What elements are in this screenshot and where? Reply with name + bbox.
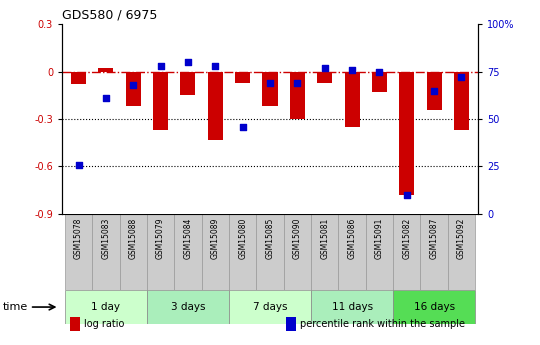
Bar bbox=[339, 214, 366, 290]
Bar bbox=[229, 214, 256, 290]
Bar bbox=[256, 214, 284, 290]
Text: GSM15078: GSM15078 bbox=[74, 218, 83, 259]
Bar bbox=[421, 214, 448, 290]
Bar bbox=[345, 71, 360, 127]
Point bbox=[211, 63, 220, 69]
Bar bbox=[235, 71, 250, 83]
Point bbox=[402, 192, 411, 198]
Text: GSM15082: GSM15082 bbox=[402, 218, 411, 259]
Text: GDS580 / 6975: GDS580 / 6975 bbox=[62, 9, 158, 22]
Bar bbox=[284, 214, 311, 290]
Text: 3 days: 3 days bbox=[171, 302, 205, 312]
Bar bbox=[92, 214, 119, 290]
Bar bbox=[311, 290, 393, 324]
Text: GSM15090: GSM15090 bbox=[293, 218, 302, 259]
Point bbox=[375, 69, 384, 74]
Bar bbox=[71, 71, 86, 84]
Text: GSM15092: GSM15092 bbox=[457, 218, 466, 259]
Text: GSM15083: GSM15083 bbox=[102, 218, 110, 259]
Bar bbox=[119, 214, 147, 290]
Point bbox=[293, 80, 302, 86]
Bar bbox=[229, 290, 311, 324]
Text: GSM15089: GSM15089 bbox=[211, 218, 220, 259]
Point bbox=[266, 80, 274, 86]
Point bbox=[430, 88, 438, 93]
Text: GSM15091: GSM15091 bbox=[375, 218, 384, 259]
Bar bbox=[372, 71, 387, 92]
Bar bbox=[147, 290, 229, 324]
Bar bbox=[290, 71, 305, 119]
Point bbox=[129, 82, 138, 88]
Point bbox=[102, 95, 110, 101]
Bar bbox=[126, 71, 141, 106]
Bar bbox=[366, 214, 393, 290]
Text: GSM15084: GSM15084 bbox=[184, 218, 192, 259]
Text: 16 days: 16 days bbox=[414, 302, 455, 312]
Bar bbox=[65, 290, 147, 324]
Bar bbox=[201, 214, 229, 290]
Bar bbox=[174, 214, 201, 290]
Bar bbox=[286, 317, 296, 331]
Text: GSM15087: GSM15087 bbox=[430, 218, 438, 259]
Bar bbox=[399, 71, 414, 195]
Bar bbox=[65, 214, 92, 290]
Point bbox=[184, 59, 192, 65]
Text: time: time bbox=[3, 302, 28, 312]
Text: log ratio: log ratio bbox=[84, 319, 124, 329]
Text: GSM15088: GSM15088 bbox=[129, 218, 138, 259]
Bar bbox=[454, 71, 469, 130]
Text: GSM15086: GSM15086 bbox=[348, 218, 356, 259]
Bar bbox=[393, 214, 421, 290]
Bar bbox=[262, 71, 278, 106]
Point bbox=[457, 75, 466, 80]
Bar bbox=[153, 71, 168, 130]
Text: 7 days: 7 days bbox=[253, 302, 287, 312]
Bar bbox=[393, 290, 475, 324]
Text: GSM15085: GSM15085 bbox=[266, 218, 274, 259]
Point bbox=[74, 162, 83, 167]
Bar bbox=[448, 214, 475, 290]
Bar bbox=[427, 71, 442, 109]
Point bbox=[320, 65, 329, 71]
Bar bbox=[317, 71, 332, 83]
Text: GSM15081: GSM15081 bbox=[320, 218, 329, 259]
Text: GSM15080: GSM15080 bbox=[238, 218, 247, 259]
Point bbox=[348, 67, 356, 72]
Point bbox=[156, 63, 165, 69]
Point bbox=[238, 124, 247, 129]
Bar bbox=[98, 68, 113, 71]
Bar bbox=[70, 317, 80, 331]
Bar bbox=[311, 214, 339, 290]
Bar bbox=[147, 214, 174, 290]
Text: 11 days: 11 days bbox=[332, 302, 373, 312]
Text: 1 day: 1 day bbox=[91, 302, 120, 312]
Text: percentile rank within the sample: percentile rank within the sample bbox=[300, 319, 465, 329]
Text: GSM15079: GSM15079 bbox=[156, 218, 165, 259]
Bar bbox=[180, 71, 195, 95]
Bar bbox=[208, 71, 223, 140]
